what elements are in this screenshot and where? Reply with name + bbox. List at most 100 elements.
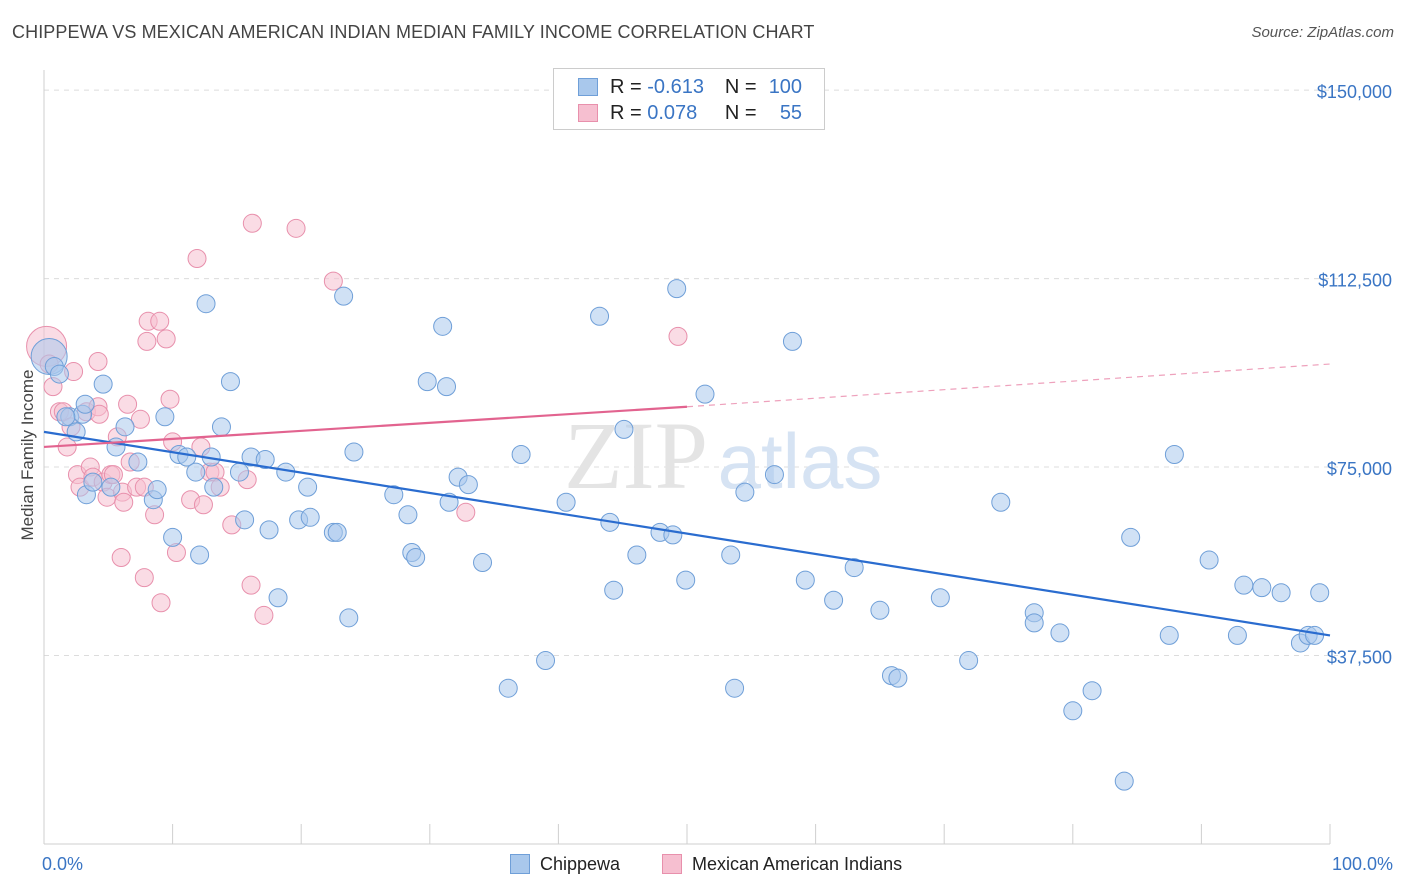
legend-swatch-chippewa — [578, 78, 598, 96]
point-chippewa — [536, 651, 556, 671]
point-chippewa — [930, 588, 950, 608]
point-chippewa — [991, 492, 1011, 512]
point-chippewa — [211, 417, 231, 437]
trend-line-chippewa — [43, 430, 1331, 637]
bottom-legend-label-mexican-american-indians: Mexican American Indians — [692, 853, 903, 874]
point-mexican-american-indians — [323, 271, 343, 291]
point-chippewa — [339, 608, 359, 628]
point-chippewa — [298, 477, 318, 497]
bottom-legend-label-chippewa: Chippewa — [540, 853, 621, 874]
point-chippewa — [556, 492, 576, 512]
chart-title: CHIPPEWA VS MEXICAN AMERICAN INDIAN MEDI… — [12, 22, 815, 42]
point-chippewa — [888, 668, 908, 688]
point-chippewa — [56, 407, 76, 427]
point-chippewa — [1114, 771, 1134, 791]
point-chippewa — [627, 545, 647, 565]
point-mexican-american-indians — [193, 495, 213, 515]
point-chippewa — [721, 545, 741, 565]
point-chippewa — [1305, 625, 1325, 645]
point-chippewa — [101, 477, 121, 497]
point-chippewa — [1024, 613, 1044, 633]
point-chippewa — [1082, 681, 1102, 701]
bottom-legend-swatch-mexican-american-indians — [662, 854, 682, 874]
point-chippewa — [229, 462, 249, 482]
legend-r-value: -0.613 — [647, 75, 704, 98]
y-tick-label-3: $150,000 — [1317, 82, 1392, 102]
point-chippewa — [220, 372, 240, 392]
point-mexican-american-indians — [150, 311, 170, 331]
point-chippewa — [49, 364, 69, 384]
point-chippewa — [384, 485, 404, 505]
trend-line-mexican-american-indians-extended — [686, 363, 1331, 408]
point-chippewa — [824, 590, 844, 610]
point-chippewa — [433, 316, 453, 336]
point-chippewa — [334, 286, 354, 306]
point-chippewa — [255, 450, 275, 470]
point-chippewa — [1227, 625, 1247, 645]
watermark-zip: ZIP — [564, 402, 708, 509]
point-chippewa — [1234, 575, 1254, 595]
point-chippewa — [163, 527, 183, 547]
point-chippewa — [1199, 550, 1219, 570]
point-mexican-american-indians — [137, 331, 157, 351]
y-axis-label: Median Family Income — [18, 369, 37, 541]
point-mexican-american-indians — [111, 548, 131, 568]
point-chippewa — [398, 505, 418, 525]
point-chippewa — [1164, 444, 1184, 464]
point-chippewa — [75, 394, 95, 414]
point-chippewa — [190, 545, 210, 565]
trend-lines — [43, 363, 1331, 637]
point-chippewa — [614, 419, 634, 439]
point-mexican-american-indians — [151, 593, 171, 613]
point-mexican-american-indians — [160, 389, 180, 409]
point-chippewa — [196, 294, 216, 314]
point-chippewa — [870, 600, 890, 620]
x-tick-label-1: 100.0% — [1332, 854, 1393, 874]
point-chippewa — [300, 507, 320, 527]
point-chippewa — [327, 522, 347, 542]
legend-n-label: N = — [724, 75, 757, 98]
legend-row-mexican-american-indians: R = 0.078 N = 55 — [578, 101, 802, 125]
point-mexican-american-indians — [130, 409, 150, 429]
point-chippewa — [498, 678, 518, 698]
source-label: Source: ZipAtlas.com — [1251, 24, 1394, 41]
point-chippewa — [676, 570, 696, 590]
point-chippewa — [604, 580, 624, 600]
point-chippewa — [406, 548, 426, 568]
series-chippewa — [30, 279, 1330, 791]
point-chippewa — [473, 553, 493, 573]
point-mexican-american-indians — [88, 352, 108, 372]
point-mexican-american-indians — [242, 213, 262, 233]
point-chippewa — [437, 377, 457, 397]
point-chippewa — [417, 372, 437, 392]
point-chippewa — [83, 472, 103, 492]
point-chippewa — [663, 525, 683, 545]
point-mexican-american-indians — [456, 502, 476, 522]
point-chippewa — [186, 462, 206, 482]
point-chippewa — [844, 558, 864, 578]
tick-labels: $37,500 $75,000 $112,500 $150,000 0.0% 100.0% — [42, 82, 1393, 874]
bottom-legend-swatch-chippewa — [510, 854, 530, 874]
point-chippewa — [458, 475, 478, 495]
point-mexican-american-indians — [254, 605, 274, 625]
point-chippewa — [115, 417, 135, 437]
point-chippewa — [128, 452, 148, 472]
point-chippewa — [1252, 578, 1272, 598]
point-chippewa — [155, 407, 175, 427]
x-tick-label-0: 0.0% — [42, 854, 83, 874]
y-tick-label-2: $112,500 — [1318, 271, 1392, 291]
point-chippewa — [667, 279, 687, 299]
legend-r-value: 0.078 — [647, 101, 698, 124]
legend-n-label: N = — [724, 101, 757, 124]
trend-line-mexican-american-indians — [43, 405, 688, 449]
legend-r-label: R = — [610, 101, 642, 124]
bottom-legend-mexican-american-indians: Mexican American Indians — [662, 852, 902, 876]
y-tick-label-0: $37,500 — [1327, 648, 1392, 668]
point-chippewa — [235, 510, 255, 530]
point-chippewa — [1310, 583, 1330, 603]
grid-lines — [44, 89, 1338, 657]
point-mexican-american-indians — [118, 394, 138, 414]
watermark: ZIP atlas — [564, 402, 882, 509]
point-chippewa — [93, 374, 113, 394]
point-chippewa — [695, 384, 715, 404]
